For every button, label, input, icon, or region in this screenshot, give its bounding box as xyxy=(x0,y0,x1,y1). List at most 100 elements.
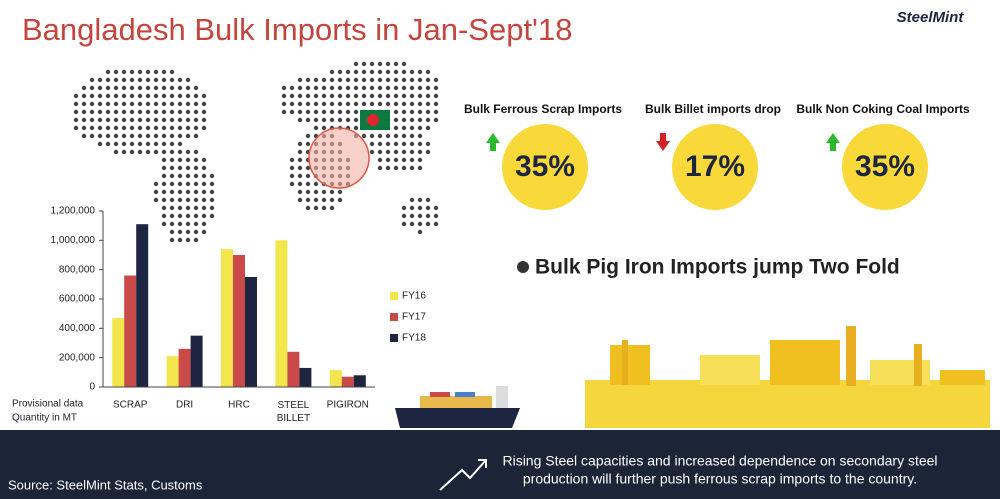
map-dot xyxy=(129,125,135,131)
map-dot xyxy=(169,93,175,99)
bar xyxy=(287,351,300,387)
map-dot xyxy=(385,61,391,67)
map-dot xyxy=(185,101,191,107)
map-dot xyxy=(169,221,175,227)
map-dot xyxy=(433,117,439,123)
map-dot xyxy=(401,61,407,67)
map-dot xyxy=(321,77,327,83)
map-dot xyxy=(417,197,423,203)
map-dot xyxy=(121,141,127,147)
map-dot xyxy=(385,101,391,107)
source: Source: SteelMint Stats, Customs xyxy=(8,477,203,492)
map-dot xyxy=(137,149,143,155)
map-dot xyxy=(177,213,183,219)
map-dot xyxy=(385,165,391,171)
bar xyxy=(329,370,342,387)
map-dot xyxy=(409,149,415,155)
map-dot xyxy=(177,189,183,195)
map-dot xyxy=(433,221,439,227)
map-dot xyxy=(169,189,175,195)
map-dot xyxy=(153,109,159,115)
map-dot xyxy=(409,125,415,131)
map-dot xyxy=(169,237,175,243)
world-map xyxy=(73,61,439,243)
map-dot xyxy=(169,157,175,163)
map-dot xyxy=(305,197,311,203)
map-dot xyxy=(329,93,335,99)
map-dot xyxy=(313,197,319,203)
map-dot xyxy=(409,109,415,115)
map-dot xyxy=(177,149,183,155)
map-dot xyxy=(329,77,335,83)
map-dot xyxy=(177,77,183,83)
bar xyxy=(233,255,245,387)
map-dot xyxy=(337,197,343,203)
map-dot xyxy=(81,125,87,131)
map-dot xyxy=(209,205,215,211)
map-dot xyxy=(137,117,143,123)
map-dot xyxy=(417,125,423,131)
bar-chart: 0 200,000 400,000 600,000 800,000 1,000,000 1,… xyxy=(51,206,427,424)
map-dot xyxy=(353,125,359,131)
map-dot xyxy=(209,197,215,203)
map-dot xyxy=(137,101,143,107)
map-dot xyxy=(161,69,167,75)
map-dot xyxy=(185,93,191,99)
map-dot xyxy=(417,77,423,83)
map-dot xyxy=(353,117,359,123)
legend-label: FY16 xyxy=(402,291,426,302)
map-dot xyxy=(169,213,175,219)
map-dot xyxy=(201,229,207,235)
map-dot xyxy=(425,77,431,83)
map-dot xyxy=(153,101,159,107)
map-dot xyxy=(161,157,167,163)
map-dot xyxy=(361,61,367,67)
map-dot xyxy=(105,69,111,75)
map-dot xyxy=(393,93,399,99)
stats: Bulk Ferrous Scrap Imports 35% Bulk Billet… xyxy=(464,102,970,210)
map-dot xyxy=(105,117,111,123)
map-dot xyxy=(177,125,183,131)
map-dot xyxy=(193,213,199,219)
map-dot xyxy=(81,93,87,99)
map-dot xyxy=(297,189,303,195)
map-dot xyxy=(145,141,151,147)
map-dot xyxy=(377,69,383,75)
map-dot xyxy=(393,157,399,163)
map-dot xyxy=(369,149,375,155)
map-dot xyxy=(401,117,407,123)
map-dot xyxy=(209,189,215,195)
map-dot xyxy=(369,141,375,147)
map-dot xyxy=(417,213,423,219)
map-dot xyxy=(161,197,167,203)
map-dot xyxy=(169,85,175,91)
map-dot xyxy=(305,77,311,83)
map-dot xyxy=(409,141,415,147)
map-dot xyxy=(137,77,143,83)
map-dot xyxy=(369,133,375,139)
map-dot xyxy=(97,125,103,131)
map-dot xyxy=(209,173,215,179)
map-dot xyxy=(433,77,439,83)
map-dot xyxy=(185,125,191,131)
map-dot xyxy=(153,125,159,131)
headline: Bulk Pig Iron Imports jump Two Fold xyxy=(535,256,900,279)
stat-value: 35% xyxy=(855,150,915,183)
map-dot xyxy=(417,93,423,99)
map-dot xyxy=(145,101,151,107)
map-dot xyxy=(201,101,207,107)
map-dot xyxy=(425,85,431,91)
map-dot xyxy=(313,85,319,91)
map-dot xyxy=(353,77,359,83)
map-dot xyxy=(425,141,431,147)
map-dot xyxy=(425,221,431,227)
map-dot xyxy=(393,125,399,131)
map-dot xyxy=(201,181,207,187)
bar xyxy=(353,375,366,387)
map-dot xyxy=(297,165,303,171)
map-dot xyxy=(425,197,431,203)
map-dot xyxy=(417,149,423,155)
map-dot xyxy=(161,205,167,211)
map-dot xyxy=(121,93,127,99)
map-dot xyxy=(353,69,359,75)
